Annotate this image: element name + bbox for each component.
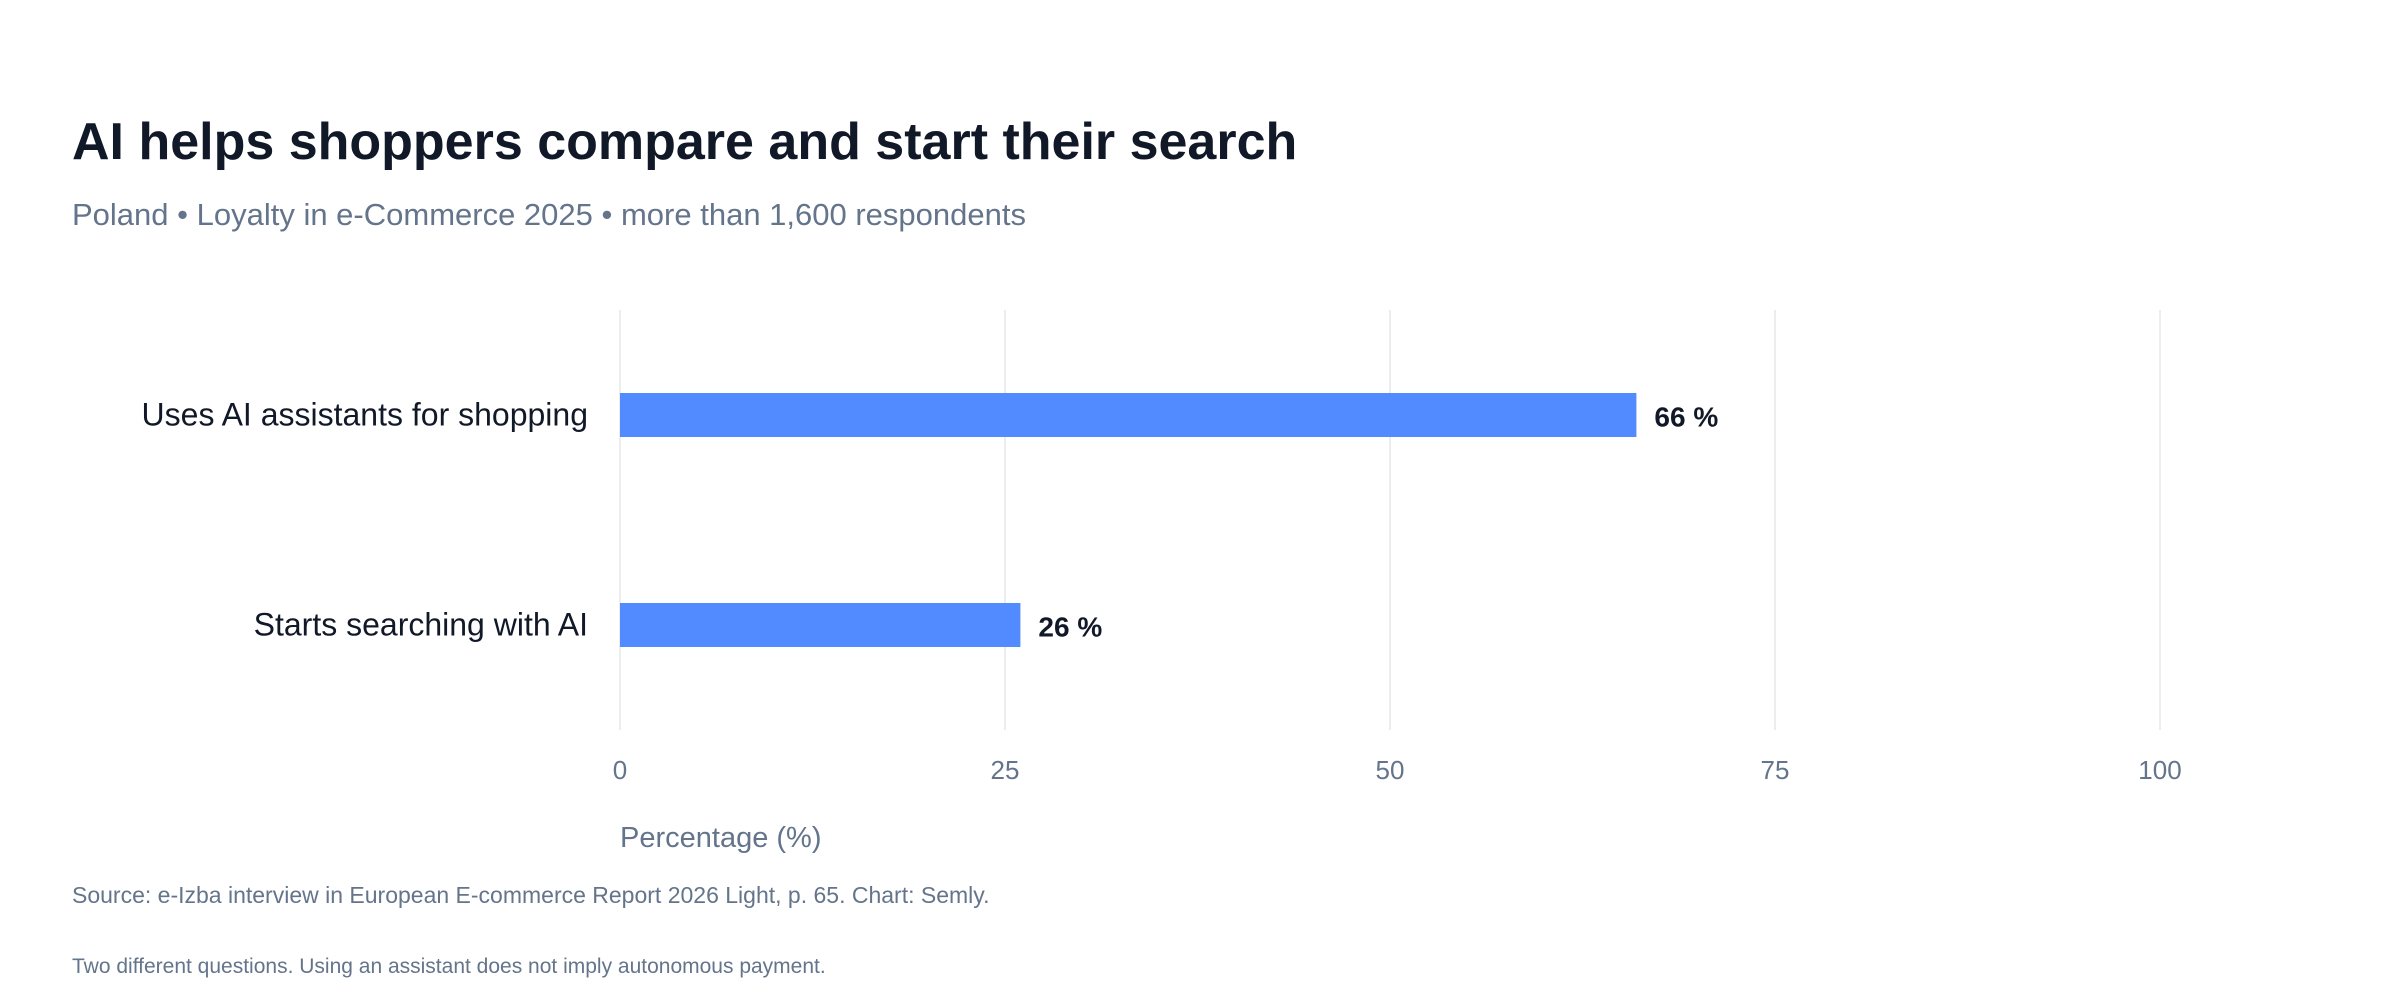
bar	[620, 603, 1021, 647]
x-tick-label: 25	[991, 755, 1020, 785]
category-label: Uses AI assistants for shopping	[142, 396, 588, 432]
category-label: Starts searching with AI	[254, 606, 588, 642]
value-label: 26 %	[1038, 611, 1102, 642]
x-tick-label: 75	[1761, 755, 1790, 785]
footnote: Two different questions. Using an assist…	[72, 955, 826, 978]
x-tick-label: 50	[1376, 755, 1405, 785]
bar	[620, 393, 1637, 437]
value-label: 66 %	[1654, 401, 1718, 432]
x-axis-label: Percentage (%)	[620, 822, 822, 854]
bars	[620, 393, 1637, 647]
source-note: Source: e-Izba interview in European E-c…	[72, 882, 990, 908]
chart-title: AI helps shoppers compare and start thei…	[72, 113, 1298, 171]
chart-subtitle: Poland • Loyalty in e-Commerce 2025 • mo…	[72, 197, 1026, 232]
x-tick-label: 100	[2138, 755, 2181, 785]
grid-lines	[619, 310, 2161, 730]
x-tick-label: 0	[613, 755, 627, 785]
chart-labels: 0 25 50 75 100 Uses AI assistants for shoppin…	[142, 396, 2182, 854]
